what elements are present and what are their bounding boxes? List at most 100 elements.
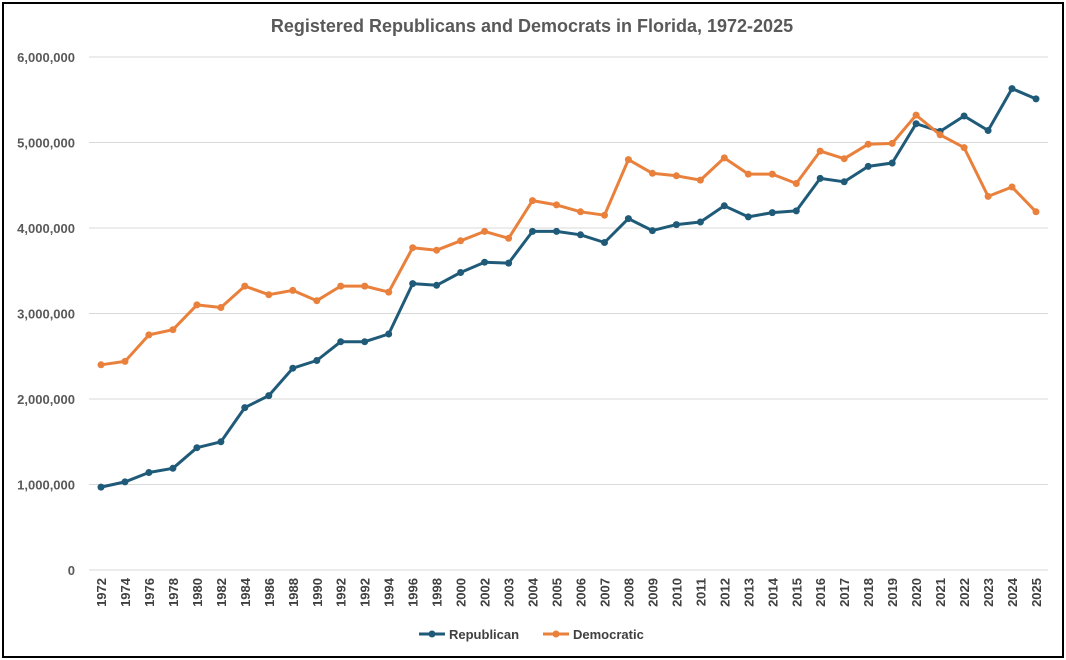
data-point [361,338,369,346]
data-point [97,483,105,491]
x-tick-label: 1988 [286,578,301,607]
legend-label: Republican [449,627,519,642]
series-line [99,87,1038,489]
data-point [409,244,417,252]
series-republican [97,85,1040,491]
x-tick-label: 2006 [573,578,588,607]
data-point [121,478,129,486]
data-point [553,227,560,235]
data-point [744,213,752,221]
x-tick-label: 2011 [693,578,708,606]
data-point [840,178,848,186]
x-tick-label: 2009 [645,578,660,607]
x-tick-label: 2023 [981,578,996,607]
data-point [601,211,608,219]
data-point [624,215,632,223]
x-tick-label: 2000 [454,578,469,607]
x-tick-label: 2005 [550,578,565,607]
data-point [936,131,944,139]
data-point [337,338,345,346]
gridlines [89,56,1048,571]
data-point [912,120,920,128]
x-tick-label: 2010 [669,578,684,607]
data-point [672,172,680,180]
data-point [481,227,489,235]
x-tick-label: 2017 [837,578,852,607]
x-tick-label: 1996 [406,578,421,607]
data-point [385,288,393,296]
x-tick-label: 1980 [190,578,205,607]
x-tick-label: 1976 [142,578,157,607]
data-point [313,297,321,305]
data-point [984,192,992,200]
legend-item-republican: Republican [419,627,519,642]
data-point [241,282,249,290]
data-point [792,207,800,215]
data-point [1008,85,1016,93]
x-tick-label: 1998 [430,578,445,607]
legend-marker [552,630,560,638]
x-tick-label: 2022 [957,578,972,607]
x-tick-label: 1994 [382,577,397,607]
data-point [169,326,177,334]
data-point [121,357,129,365]
data-point [265,392,273,400]
y-tick-label: 6,000,000 [17,50,75,65]
x-tick-label: 2012 [717,578,732,607]
data-point [529,227,536,235]
x-tick-label: 1978 [166,578,181,607]
data-point [840,155,848,163]
data-point [624,156,632,164]
data-point [960,144,968,152]
data-point [97,361,105,369]
data-point [1008,183,1016,191]
data-point [577,208,584,216]
x-tick-label: 1992 [334,578,349,607]
data-point [864,162,872,170]
data-point [720,202,728,210]
series-lines [97,85,1040,491]
data-point [1032,208,1040,216]
x-tick-label: 2019 [885,578,900,607]
data-point [313,357,321,364]
x-tick-label: 2018 [861,578,876,607]
x-tick-label: 1990 [310,578,325,607]
data-point [577,231,584,239]
data-point [433,246,441,254]
data-point [145,469,153,476]
data-point [505,234,513,242]
x-tick-label: 1974 [118,577,133,607]
data-point [672,221,680,229]
y-tick-label: 3,000,000 [17,307,75,322]
x-tick-label: 2003 [502,578,517,607]
legend-marker [428,630,436,638]
y-tick-label: 1,000,000 [17,478,75,493]
legend-item-democratic: Democratic [543,627,644,642]
data-point [816,174,824,182]
y-tick-label: 5,000,000 [17,136,75,151]
data-point [696,218,704,226]
x-tick-label: 2024 [1005,577,1020,607]
y-tick-label: 4,000,000 [17,221,75,236]
data-point [481,258,489,266]
data-point [193,444,201,452]
x-tick-label: 1982 [214,578,229,607]
data-point [289,364,297,372]
data-point [888,159,896,167]
data-point [648,169,656,177]
data-point [912,111,920,119]
x-tick-label: 2015 [789,578,804,607]
data-point [816,147,824,155]
data-point [864,140,872,148]
x-tick-label: 2007 [597,578,612,607]
x-tick-label: 2025 [1029,578,1044,607]
x-tick-label: 2014 [765,577,780,607]
data-point [792,180,800,187]
x-tick-label: 2002 [478,578,493,607]
data-point [241,404,249,412]
data-point [648,227,656,235]
data-point [601,239,608,246]
x-tick-label: 1984 [238,577,253,607]
x-axis-tick-labels: 1972 1974 1976 1978 1980 1982 1984 1986 1988 1990… [94,577,1044,607]
